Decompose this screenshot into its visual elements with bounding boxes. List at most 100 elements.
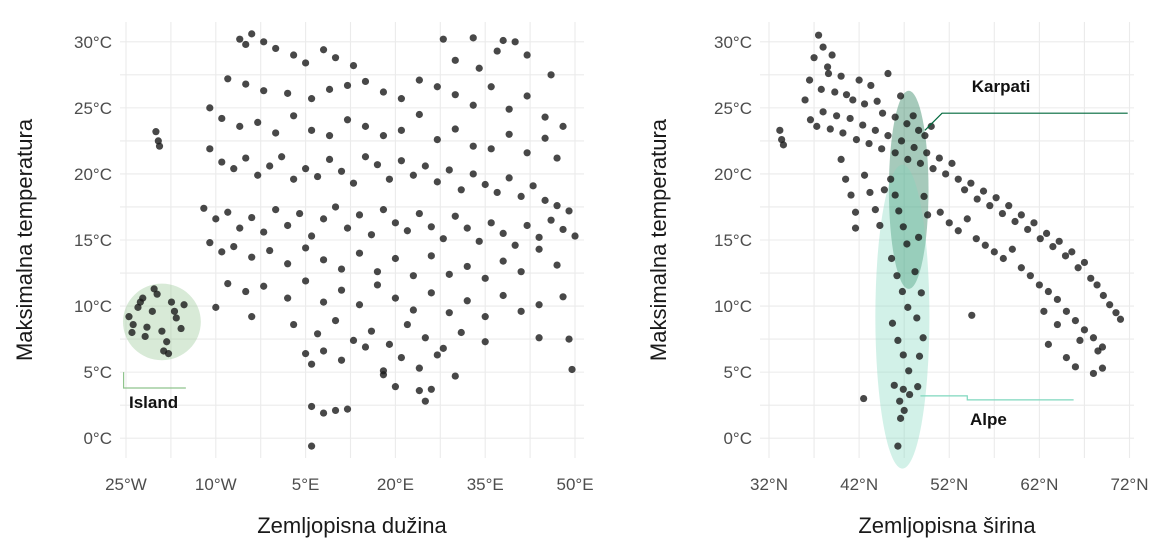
data-point (823, 63, 832, 71)
data-point (1005, 202, 1013, 210)
data-point (1053, 320, 1061, 329)
data-point (355, 211, 364, 219)
data-point (499, 257, 507, 265)
data-point (890, 381, 898, 389)
data-point (445, 270, 453, 278)
data-point (373, 161, 382, 169)
data-point (439, 35, 447, 43)
data-point (218, 158, 226, 166)
data-point (523, 149, 531, 157)
data-point (535, 233, 543, 241)
data-point (224, 280, 232, 288)
data-point (125, 313, 133, 321)
data-point (385, 175, 394, 183)
data-point (163, 338, 171, 346)
data-point (860, 100, 869, 108)
data-point (373, 281, 382, 289)
data-point (242, 287, 250, 296)
latitude-scatter-panel: 0°C 5°C 10°C 15°C 20°C 25°C 30°C 32°N 42°N 52°N 62… (646, 22, 1148, 538)
data-point (924, 211, 932, 219)
data-point (919, 334, 927, 342)
data-point (884, 132, 892, 140)
data-point (896, 92, 905, 100)
data-point (568, 365, 576, 374)
data-point (1068, 248, 1076, 256)
annotation-label: Alpe (970, 410, 1007, 429)
data-point (367, 327, 376, 335)
data-point (475, 237, 483, 245)
data-point (266, 162, 274, 170)
data-point (457, 186, 465, 194)
data-point (218, 248, 226, 256)
data-point (824, 69, 833, 78)
data-point (559, 122, 567, 130)
data-point (170, 307, 179, 315)
data-point (481, 180, 489, 189)
data-point (153, 290, 161, 298)
data-point (929, 165, 937, 173)
x-axis-title: Zemljopisna širina (858, 513, 1036, 538)
data-point (819, 108, 827, 116)
annotation-label: Island (129, 393, 178, 412)
data-point (1030, 219, 1038, 227)
x-tick-label: 25°W (105, 475, 147, 494)
data-point (1049, 243, 1057, 251)
data-point (206, 145, 214, 153)
data-point (427, 252, 435, 260)
data-point (439, 344, 447, 352)
data-point (810, 54, 818, 62)
data-point (915, 126, 923, 134)
data-point (499, 229, 507, 237)
data-point (906, 390, 914, 399)
data-point (1089, 334, 1098, 342)
data-point (409, 306, 417, 314)
data-point (319, 46, 328, 54)
data-point (899, 223, 907, 231)
data-point (999, 254, 1007, 263)
data-point (284, 221, 292, 230)
data-point (212, 215, 220, 223)
data-point (355, 249, 364, 257)
data-point (272, 44, 280, 53)
data-point (325, 132, 334, 140)
data-point (136, 298, 144, 306)
data-point (923, 149, 931, 157)
data-point (505, 105, 513, 113)
y-axis-title: Maksimalna temperatura (12, 118, 37, 361)
data-point (475, 64, 483, 72)
data-point (337, 167, 346, 175)
data-point (469, 34, 477, 42)
y-tick-label: 0°C (723, 429, 752, 448)
data-point (805, 76, 814, 84)
data-point (236, 122, 244, 130)
data-point (888, 319, 897, 327)
data-point (403, 320, 411, 329)
data-point (128, 328, 136, 337)
data-point (397, 157, 405, 165)
data-point (553, 261, 561, 269)
data-point (469, 170, 477, 178)
data-point (230, 165, 238, 173)
x-tick-label: 42°N (840, 475, 878, 494)
data-point (898, 287, 906, 296)
data-point (1017, 211, 1025, 219)
data-point (878, 145, 886, 153)
data-point (167, 298, 176, 306)
data-point (1076, 336, 1084, 345)
data-point (451, 212, 459, 220)
data-point (847, 191, 855, 199)
data-point (828, 51, 836, 59)
data-point (463, 262, 471, 271)
data-point (260, 87, 268, 95)
data-point (260, 38, 268, 46)
data-point (349, 62, 358, 70)
data-point (523, 221, 531, 230)
data-point (565, 207, 573, 215)
y-tick-label: 10°C (714, 297, 752, 316)
data-point (248, 213, 256, 222)
data-point (319, 409, 328, 417)
data-point (129, 320, 137, 329)
data-point (319, 298, 328, 306)
data-point (839, 129, 847, 137)
data-point (935, 154, 943, 162)
